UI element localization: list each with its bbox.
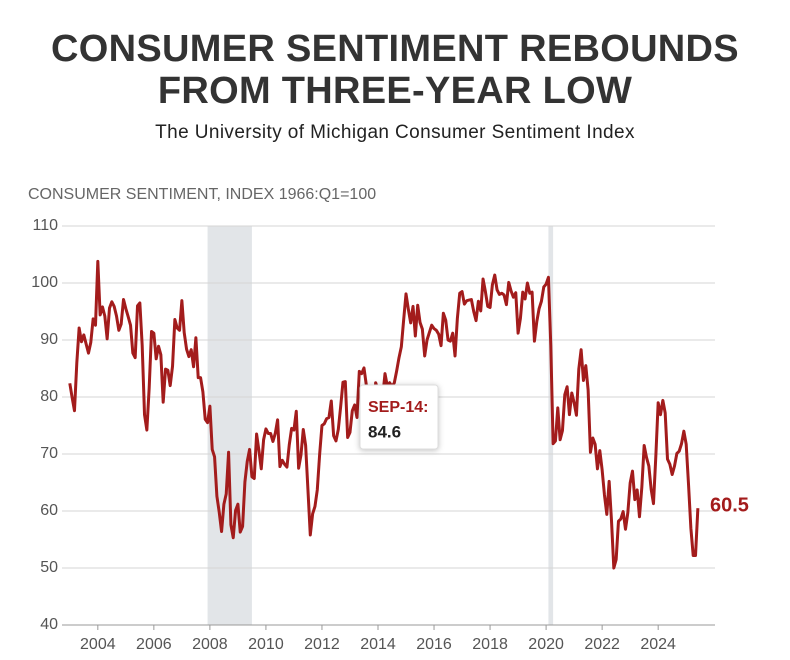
tooltip-value: 84.6 — [368, 422, 401, 441]
y-tick-label: 100 — [31, 274, 58, 291]
x-tick-label: 2022 — [584, 636, 620, 653]
x-tick-label: 2010 — [248, 636, 284, 653]
y-tick-label: 110 — [32, 217, 58, 234]
tooltip-date: SEP-14: — [368, 399, 428, 416]
x-tick-label: 2016 — [416, 636, 452, 653]
recession-bands — [207, 226, 554, 625]
title: CONSUMER SENTIMENT REBOUNDS FROM THREE-Y… — [51, 28, 739, 112]
x-tick-label: 2008 — [192, 636, 228, 653]
end-label: 60.5 — [710, 494, 749, 516]
recession-band — [548, 226, 554, 625]
x-tick-label: 2004 — [80, 636, 116, 653]
x-tick-label: 2018 — [472, 636, 508, 653]
y-axis-label: CONSUMER SENTIMENT, INDEX 1966:Q1=100 — [28, 186, 376, 203]
tooltip-box — [359, 384, 439, 450]
y-tick-label: 60 — [40, 502, 58, 519]
x-tick-label: 2006 — [136, 636, 172, 653]
subtitle: The University of Michigan Consumer Sent… — [155, 122, 635, 143]
y-tick-label: 70 — [40, 445, 58, 462]
x-tick-label: 2024 — [640, 636, 676, 653]
tooltip: SEP-14: 84.6 — [359, 384, 439, 450]
x-tick-label: 2012 — [304, 636, 340, 653]
y-tick-label: 80 — [40, 388, 58, 405]
y-tick-label: 50 — [40, 559, 58, 576]
y-tick-label: 90 — [40, 331, 58, 348]
x-tick-label: 2014 — [360, 636, 396, 653]
recession-band — [207, 226, 252, 625]
y-tick-label: 40 — [40, 616, 58, 633]
x-tick-label: 2020 — [528, 636, 564, 653]
